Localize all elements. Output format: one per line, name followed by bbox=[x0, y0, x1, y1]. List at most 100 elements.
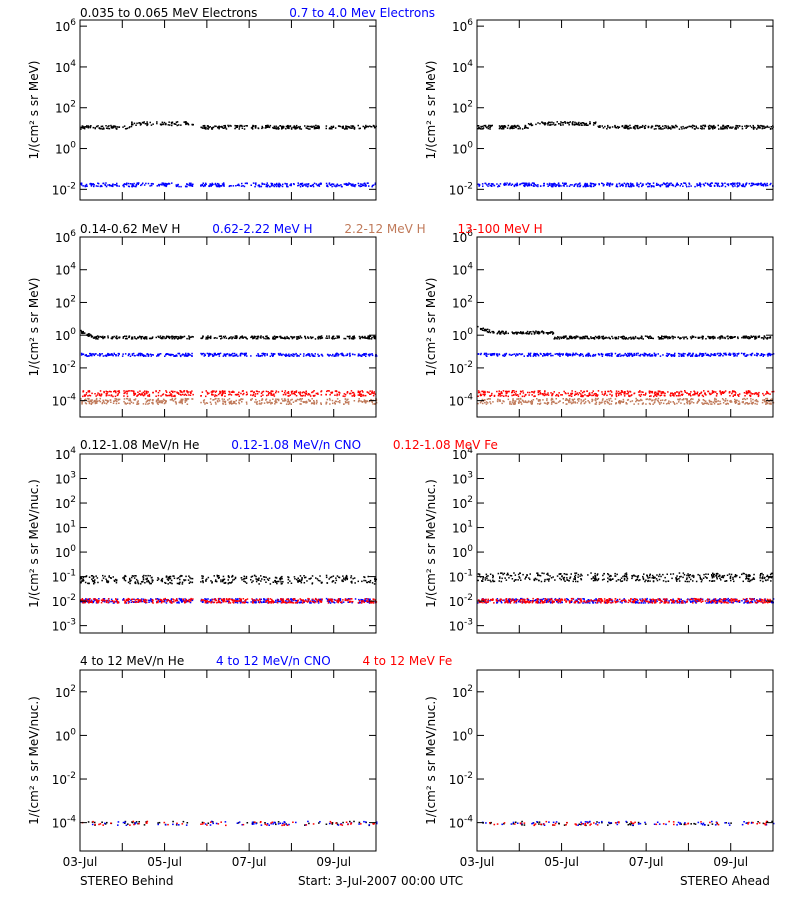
data-point bbox=[342, 125, 344, 128]
data-point bbox=[353, 337, 355, 339]
data-point bbox=[203, 126, 206, 129]
data-point bbox=[691, 401, 693, 403]
data-point bbox=[483, 353, 486, 356]
data-point bbox=[685, 184, 687, 186]
data-point bbox=[375, 355, 378, 357]
data-point bbox=[656, 184, 658, 186]
data-point bbox=[767, 352, 770, 355]
data-point bbox=[696, 401, 699, 403]
data-point bbox=[109, 390, 111, 393]
data-point bbox=[641, 391, 643, 393]
data-point bbox=[726, 126, 728, 129]
data-point bbox=[580, 124, 583, 126]
data-point bbox=[218, 127, 220, 130]
data-point bbox=[170, 399, 173, 401]
data-point bbox=[287, 185, 289, 188]
data-point bbox=[764, 336, 766, 339]
data-point bbox=[184, 401, 186, 403]
data-point bbox=[113, 390, 115, 393]
data-point bbox=[190, 577, 192, 580]
data-point bbox=[333, 185, 335, 187]
data-point bbox=[265, 184, 268, 186]
data-point bbox=[100, 125, 103, 128]
data-point bbox=[299, 391, 302, 393]
data-point bbox=[545, 394, 547, 396]
data-point bbox=[294, 391, 296, 393]
data-point bbox=[311, 354, 313, 357]
data-point bbox=[521, 353, 524, 355]
data-point bbox=[678, 391, 680, 393]
data-point bbox=[202, 182, 204, 184]
data-point bbox=[493, 394, 496, 397]
data-point bbox=[347, 401, 349, 404]
data-point bbox=[364, 400, 366, 402]
data-point bbox=[107, 127, 109, 130]
data-point bbox=[693, 125, 696, 127]
data-point bbox=[96, 402, 98, 404]
data-point bbox=[755, 183, 757, 185]
data-point bbox=[751, 352, 754, 355]
data-point bbox=[101, 402, 103, 405]
data-point bbox=[546, 332, 549, 334]
data-point bbox=[269, 399, 271, 402]
data-point bbox=[755, 392, 758, 394]
data-point bbox=[272, 337, 274, 339]
data-point bbox=[496, 355, 499, 357]
data-point bbox=[665, 185, 668, 187]
data-point bbox=[492, 330, 495, 333]
data-point bbox=[499, 183, 502, 185]
data-point bbox=[590, 337, 592, 340]
data-point bbox=[211, 182, 213, 185]
data-point bbox=[344, 398, 347, 400]
data-point bbox=[659, 337, 661, 339]
data-point bbox=[533, 333, 536, 335]
data-point bbox=[206, 338, 209, 340]
data-point bbox=[648, 391, 651, 393]
data-point bbox=[591, 392, 593, 394]
data-point bbox=[357, 353, 360, 355]
data-point bbox=[754, 183, 756, 186]
data-point bbox=[127, 390, 129, 392]
data-point bbox=[218, 335, 221, 338]
data-point bbox=[179, 390, 181, 392]
data-point bbox=[289, 355, 291, 357]
data-point bbox=[737, 353, 739, 355]
data-point bbox=[552, 184, 555, 186]
data-point bbox=[331, 355, 333, 357]
data-point bbox=[713, 185, 716, 187]
data-point bbox=[732, 352, 735, 355]
data-point bbox=[371, 184, 374, 187]
data-point bbox=[568, 124, 570, 126]
data-point bbox=[548, 182, 551, 185]
data-point bbox=[232, 390, 234, 393]
data-point bbox=[704, 400, 707, 402]
data-point bbox=[606, 354, 608, 357]
data-point bbox=[286, 183, 288, 185]
data-point bbox=[560, 353, 563, 355]
data-point bbox=[657, 353, 659, 355]
data-point bbox=[205, 578, 208, 580]
data-point bbox=[239, 355, 242, 357]
data-point bbox=[563, 183, 565, 185]
data-point bbox=[229, 401, 232, 404]
data-point bbox=[681, 128, 683, 130]
data-point bbox=[601, 399, 604, 401]
data-point bbox=[720, 353, 722, 356]
data-point bbox=[520, 403, 523, 405]
data-point bbox=[208, 352, 211, 355]
data-point bbox=[105, 390, 107, 393]
data-point bbox=[756, 352, 758, 355]
data-point bbox=[580, 336, 583, 339]
data-point bbox=[277, 352, 280, 355]
data-point bbox=[88, 394, 91, 397]
data-point bbox=[175, 335, 178, 338]
data-point bbox=[621, 354, 623, 357]
data-point bbox=[191, 352, 193, 355]
data-point bbox=[703, 127, 705, 130]
data-point bbox=[537, 400, 540, 402]
data-point bbox=[749, 394, 752, 397]
data-point bbox=[273, 127, 275, 130]
data-point bbox=[581, 395, 583, 398]
data-point bbox=[265, 399, 267, 401]
data-point bbox=[220, 126, 222, 128]
